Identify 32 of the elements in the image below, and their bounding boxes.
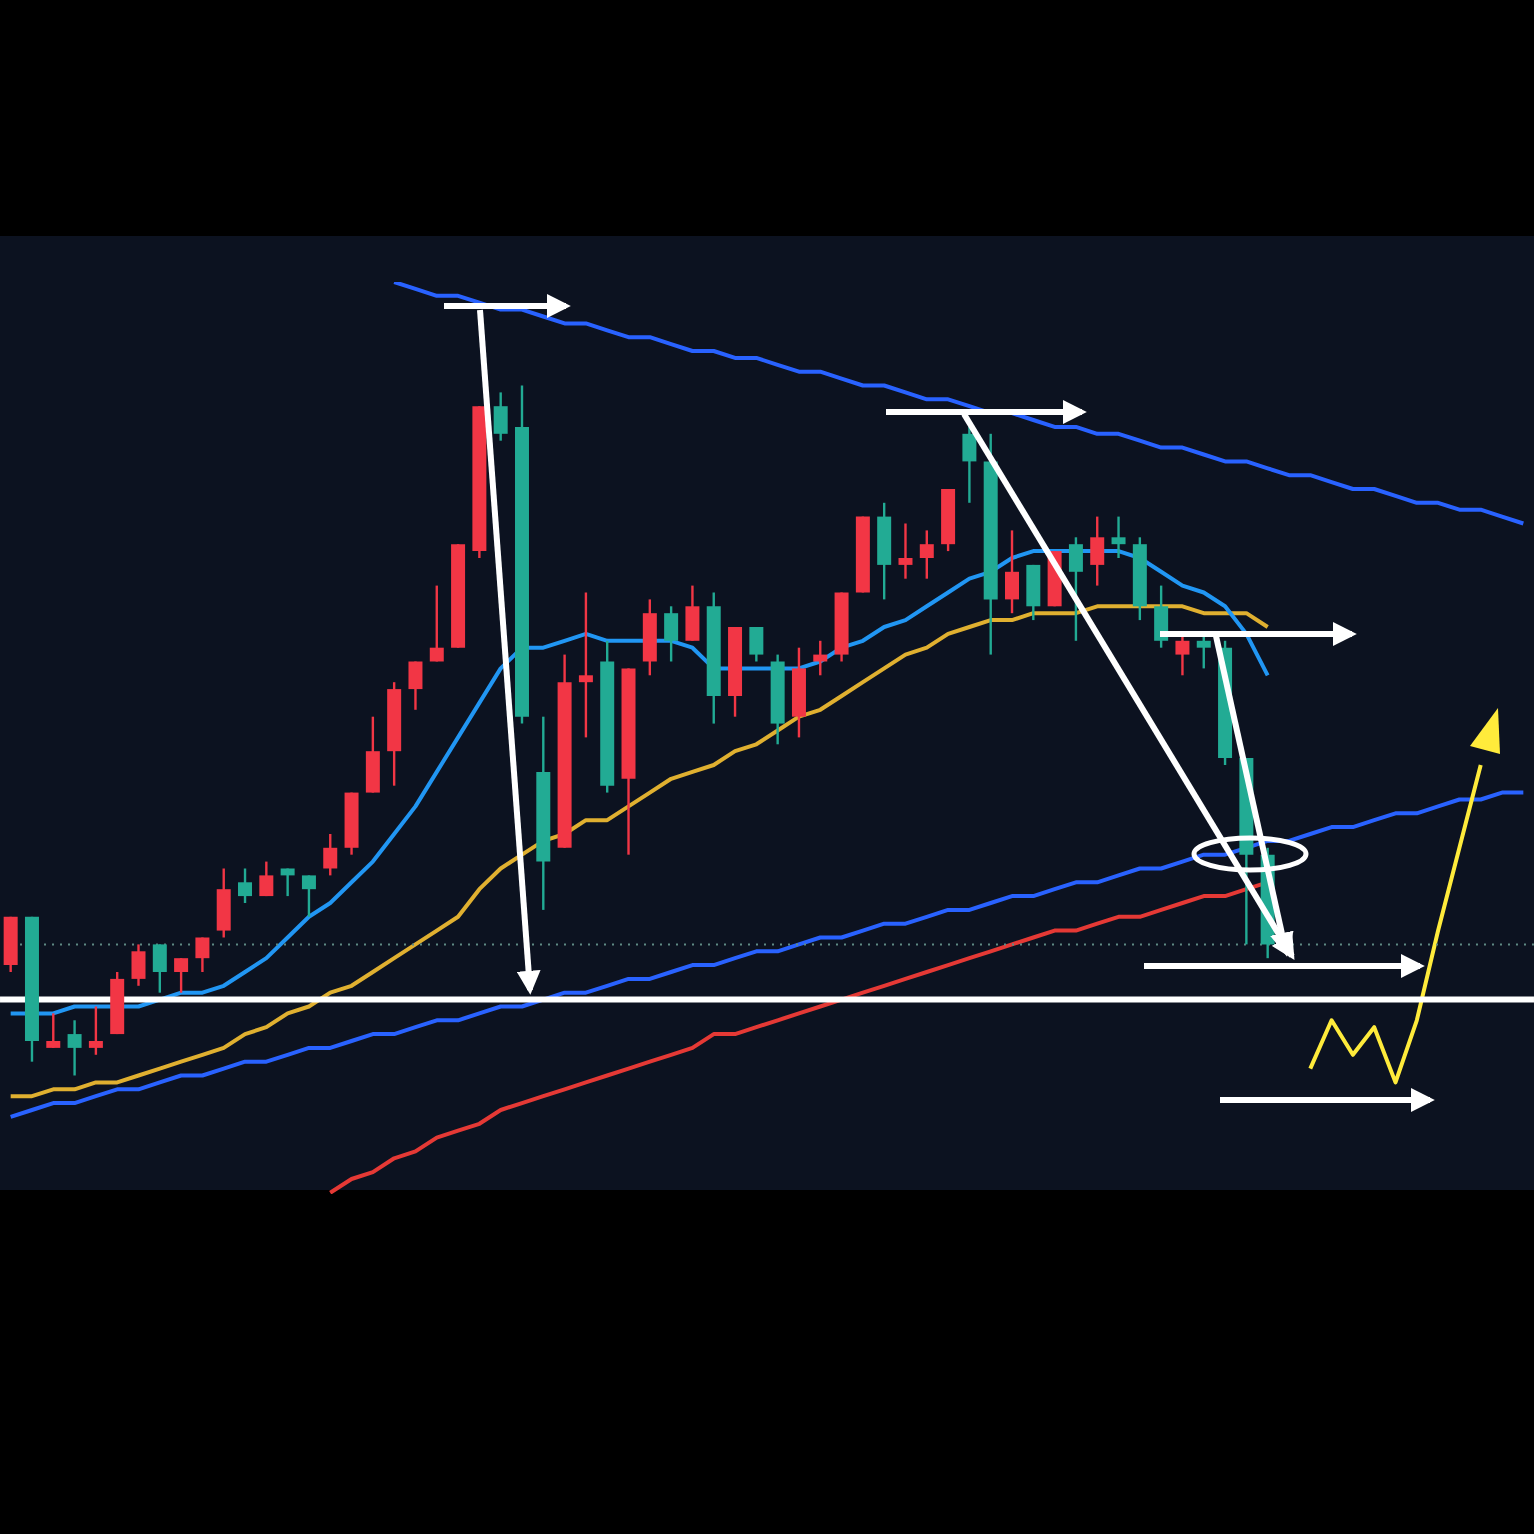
candlestick — [1196, 633, 1211, 671]
candlestick — [259, 860, 274, 898]
candlestick — [493, 391, 508, 443]
candlestick — [898, 522, 913, 581]
candlestick — [67, 1019, 82, 1078]
candlestick — [1090, 515, 1105, 588]
candlestick — [88, 1005, 103, 1057]
candlestick — [131, 943, 146, 988]
candlestick — [1005, 529, 1020, 615]
candlestick — [1175, 633, 1190, 677]
candlestick — [1154, 584, 1169, 650]
candlestick — [301, 874, 316, 919]
candlestick — [216, 867, 231, 940]
candlestick — [578, 591, 593, 740]
candlestick — [919, 529, 934, 581]
candlestick — [174, 957, 189, 995]
candlestick — [280, 867, 295, 898]
candlestick — [408, 660, 423, 712]
candlestick — [749, 626, 764, 664]
candlestick — [365, 715, 380, 795]
candlestick — [238, 867, 253, 905]
candlestick — [1068, 536, 1083, 643]
candlestick — [1026, 564, 1041, 622]
candlestick — [1111, 515, 1126, 560]
candlestick — [46, 1012, 61, 1050]
candlestick — [962, 426, 977, 505]
candlestick — [152, 943, 167, 995]
candlestick — [664, 605, 679, 664]
candlestick — [323, 833, 338, 878]
candlestick — [195, 936, 210, 974]
candlestick — [685, 584, 700, 643]
candlestick — [429, 584, 444, 664]
